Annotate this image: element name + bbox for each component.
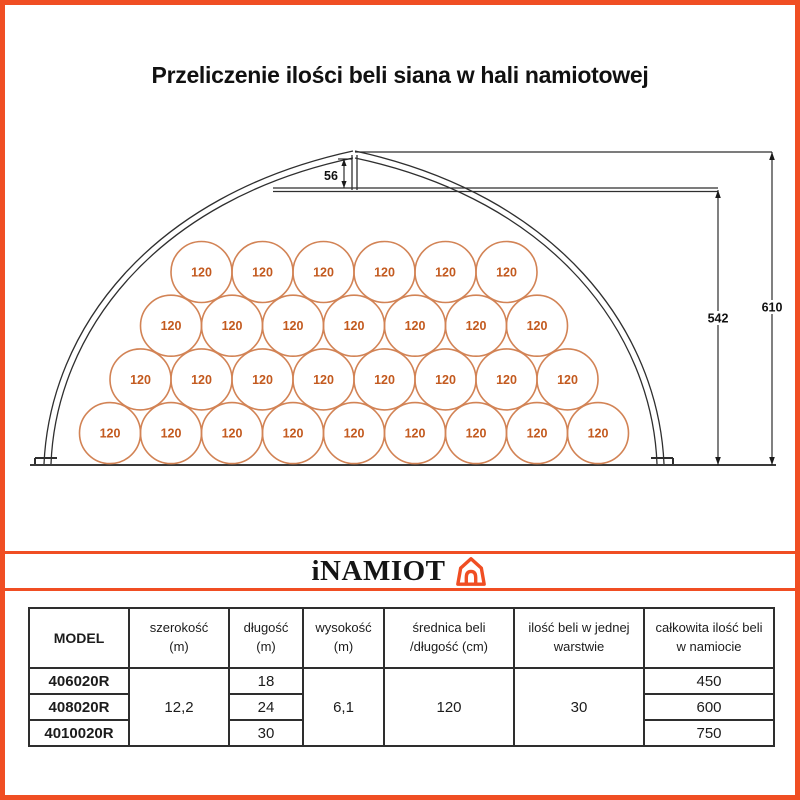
cell-length-1: 18	[228, 667, 304, 695]
hay-bale-diameter-label: 120	[496, 373, 517, 387]
cell-length-2: 24	[228, 693, 304, 721]
hay-bale-diameter-label: 120	[344, 427, 365, 441]
header-bale-diameter: średnica beli /długość (cm)	[383, 607, 515, 669]
hay-bale-diameter-label: 120	[405, 319, 426, 333]
hay-bale-diameter-label: 120	[191, 373, 212, 387]
cell-model-1: 406020R	[28, 667, 130, 695]
header-total-bales: całkowita ilość beli w namiocie	[643, 607, 775, 669]
table-row: 4010020R 30 750	[28, 719, 775, 747]
hay-bale-diameter-label: 120	[496, 266, 517, 280]
cell-total-1: 450	[643, 667, 775, 695]
hay-bale-diameter-label: 120	[252, 373, 273, 387]
hay-bale-diameter-label: 120	[588, 427, 609, 441]
tent-foot-left	[34, 457, 57, 464]
header-width: szerokość (m)	[128, 607, 230, 669]
tent-structure	[34, 150, 772, 465]
hay-bale-diameter-label: 120	[344, 319, 365, 333]
hay-bale-diameter-label: 120	[466, 427, 487, 441]
brand-logo-text: iNAMIOT	[311, 554, 446, 587]
spec-table: MODEL szerokość (m) długość (m) wysokość…	[28, 607, 775, 747]
hay-bale-diameter-label: 120	[435, 266, 456, 280]
cell-bale-diameter: 120	[383, 667, 515, 747]
hay-bale-diameter-label: 120	[100, 427, 121, 441]
hay-bale-diameter-label: 120	[527, 319, 548, 333]
hay-bale-circle	[566, 401, 630, 465]
cell-model-2: 408020R	[28, 693, 130, 721]
hay-bale-diameter-label: 120	[161, 319, 182, 333]
hay-bale-diameter-label: 120	[466, 319, 487, 333]
hay-bale-diameter-label: 120	[313, 266, 334, 280]
tent-icon	[455, 557, 486, 586]
header-height: wysokość (m)	[302, 607, 385, 669]
page-title: Przeliczenie ilości beli siana w hali na…	[151, 62, 649, 88]
hay-bale-diameter-label: 120	[313, 373, 334, 387]
tent-diagram: 120 120 120 120 120 120 120 120 120 120 120 120 120 1…	[30, 150, 787, 466]
hay-bale-diameter-label: 120	[405, 427, 426, 441]
hay-bale-diameter-label: 120	[283, 319, 304, 333]
dimension-label-side-height: 542	[708, 312, 729, 326]
hay-bale-diameter-label: 120	[130, 373, 151, 387]
hay-bale-diameter-label: 120	[191, 266, 212, 280]
brand-band: iNAMIOT	[5, 551, 795, 591]
table-header-row: MODEL szerokość (m) długość (m) wysokość…	[28, 607, 775, 669]
hay-bales: 120 120 120 120 120 120 120 120 120 120 120 120 120 1…	[78, 240, 630, 465]
tent-foot-right	[651, 457, 674, 464]
hay-bale-diameter-label: 120	[252, 266, 273, 280]
header-bales-per-layer: ilość beli w jednej warstwie	[513, 607, 645, 669]
hay-bale-diameter-label: 120	[557, 373, 578, 387]
hay-bale-circle	[536, 348, 599, 411]
hay-bale-diameter-label: 120	[161, 427, 182, 441]
hay-bale-diameter-label: 120	[374, 266, 395, 280]
header-length: długość (m)	[228, 607, 304, 669]
cell-width: 12,2	[128, 667, 230, 747]
hay-bale-diameter-label: 120	[222, 319, 243, 333]
cell-length-3: 30	[228, 719, 304, 747]
cell-model-3: 4010020R	[28, 719, 130, 747]
table-row: 406020R 12,2 18 6,1 120 30 450	[28, 667, 775, 747]
hay-bale-circle	[505, 294, 569, 358]
hay-bale-diameter-label: 120	[283, 427, 304, 441]
table-row: 408020R 24 600	[28, 693, 775, 721]
dimension-label-total-height: 610	[762, 301, 783, 315]
dimension-ridge: 56	[324, 158, 352, 188]
hay-bale-diameter-label: 120	[222, 427, 243, 441]
cell-total-3: 750	[643, 719, 775, 747]
hay-bale-diameter-label: 120	[527, 427, 548, 441]
hay-bale-diameter-label: 120	[374, 373, 395, 387]
cell-height: 6,1	[302, 667, 385, 747]
cell-bales-per-layer: 30	[513, 667, 645, 747]
dimension-label-ridge: 56	[324, 169, 338, 183]
hay-bale-circle	[475, 240, 538, 304]
dimension-total-height: 610	[757, 152, 787, 465]
cell-total-2: 600	[643, 693, 775, 721]
header-model: MODEL	[28, 607, 130, 669]
hay-bale-diameter-label: 120	[435, 373, 456, 387]
dimension-side-height: 542	[703, 190, 733, 465]
